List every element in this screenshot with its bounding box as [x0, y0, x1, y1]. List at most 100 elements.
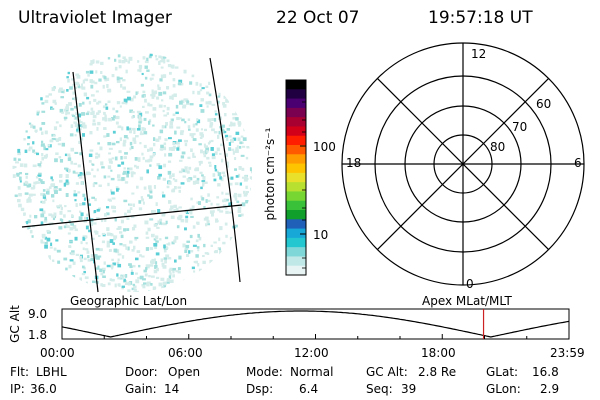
speckle-pixel: [83, 270, 86, 274]
speckle-pixel: [245, 156, 249, 160]
door-label: Door:: [125, 365, 158, 379]
speckle-pixel: [89, 70, 94, 74]
speckle-pixel: [243, 190, 246, 194]
speckle-pixel: [169, 272, 172, 276]
speckle-pixel: [174, 130, 177, 135]
speckle-pixel: [145, 231, 149, 235]
speckle-pixel: [211, 153, 215, 156]
speckle-pixel: [64, 153, 68, 157]
speckle-pixel: [232, 150, 235, 155]
speckle-pixel: [196, 177, 200, 181]
speckle-pixel: [65, 267, 68, 271]
speckle-pixel: [220, 177, 224, 182]
speckle-pixel: [167, 257, 172, 260]
speckle-pixel: [123, 156, 127, 160]
speckle-pixel: [148, 55, 152, 59]
speckle-pixel: [119, 231, 123, 234]
speckle-pixel: [197, 90, 201, 95]
speckle-pixel: [82, 236, 86, 241]
speckle-pixel: [92, 122, 97, 126]
speckle-pixel: [44, 198, 47, 201]
speckle-pixel: [74, 106, 78, 109]
speckle-pixel: [123, 135, 128, 139]
speckle-pixel: [17, 148, 21, 153]
speckle-pixel: [132, 137, 136, 142]
speckle-pixel: [156, 226, 160, 229]
speckle-pixel: [74, 123, 79, 128]
altitude-curve: [61, 310, 570, 338]
speckle-pixel: [100, 161, 104, 166]
speckle-pixel: [224, 130, 227, 134]
speckle-pixel: [138, 118, 143, 123]
speckle-pixel: [185, 219, 189, 223]
speckle-pixel: [159, 218, 163, 222]
speckle-pixel: [29, 230, 33, 234]
speckle-pixel: [151, 258, 155, 262]
speckle-pixel: [74, 134, 77, 137]
speckle-pixel: [147, 159, 150, 163]
speckle-pixel: [19, 172, 22, 175]
speckle-pixel: [185, 215, 189, 219]
speckle-pixel: [190, 250, 194, 253]
speckle-pixel: [207, 193, 210, 197]
speckle-pixel: [107, 175, 111, 178]
speckle-pixel: [72, 225, 77, 229]
colorbar-cell: [286, 80, 306, 90]
speckle-pixel: [116, 261, 120, 265]
speckle-pixel: [122, 79, 126, 82]
speckle-pixel: [75, 73, 80, 76]
speckle-pixel: [225, 99, 230, 103]
speckle-pixel: [69, 259, 74, 262]
dsp-value: 6.4: [299, 382, 319, 396]
speckle-pixel: [110, 160, 113, 164]
speckle-pixel: [143, 282, 147, 285]
speckle-pixel: [194, 168, 197, 172]
speckle-pixel: [201, 174, 204, 177]
speckle-pixel: [193, 270, 196, 273]
speckle-pixel: [138, 207, 143, 211]
speckle-pixel: [111, 74, 115, 78]
speckle-pixel: [152, 286, 157, 291]
speckle-pixel: [79, 259, 83, 263]
speckle-pixel: [154, 55, 158, 58]
speckle-pixel: [211, 103, 216, 106]
speckle-pixel: [205, 199, 208, 203]
speckle-pixel: [106, 244, 110, 248]
speckle-pixel: [152, 114, 156, 117]
speckle-pixel: [168, 147, 173, 151]
speckle-pixel: [98, 184, 102, 187]
speckle-pixel: [151, 89, 154, 93]
speckle-pixel: [192, 152, 195, 157]
speckle-pixel: [67, 71, 70, 75]
speckle-pixel: [154, 90, 158, 95]
speckle-pixel: [70, 124, 74, 129]
speckle-pixel: [142, 278, 146, 281]
speckle-pixel: [17, 151, 21, 156]
speckle-pixel: [83, 197, 86, 201]
speckle-pixel: [153, 243, 158, 247]
speckle-pixel: [141, 94, 145, 98]
speckle-pixel: [178, 189, 181, 193]
speckle-pixel: [53, 188, 58, 192]
speckle-pixel: [142, 56, 146, 60]
speckle-pixel: [120, 156, 123, 160]
speckle-pixel: [169, 267, 173, 271]
speckle-pixel: [193, 260, 197, 264]
speckle-pixel: [199, 132, 204, 136]
speckle-pixel: [94, 81, 98, 85]
speckle-pixel: [158, 221, 162, 225]
speckle-pixel: [186, 240, 191, 243]
speckle-pixel: [123, 167, 126, 170]
speckle-pixel: [27, 143, 30, 146]
speckle-pixel: [73, 121, 78, 124]
speckle-pixel: [64, 205, 67, 208]
speckle-pixel: [61, 111, 65, 114]
speckle-pixel: [167, 64, 172, 68]
header-date: 22 Oct 07: [276, 8, 360, 28]
speckle-pixel: [202, 255, 205, 258]
speckle-pixel: [160, 66, 164, 69]
speckle-pixel: [174, 236, 179, 240]
speckle-pixel: [115, 110, 119, 113]
speckle-pixel: [231, 148, 235, 151]
speckle-pixel: [152, 107, 157, 111]
